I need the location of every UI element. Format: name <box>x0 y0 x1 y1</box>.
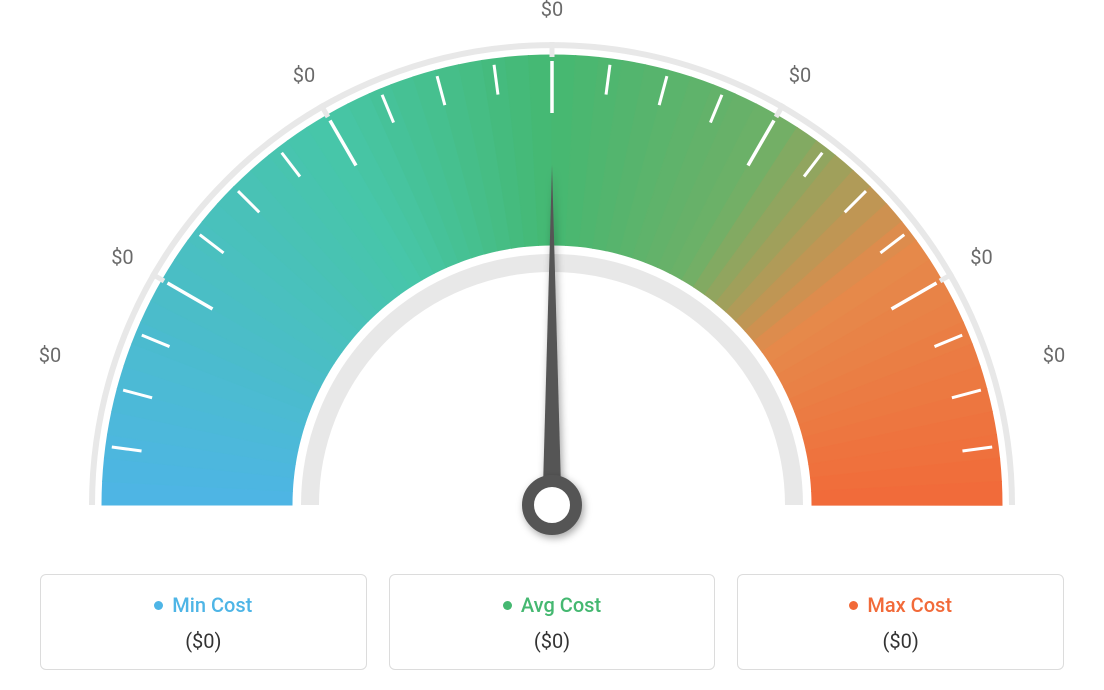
legend-value-avg: ($0) <box>534 629 570 653</box>
legend-title-max: Max Cost <box>849 593 952 617</box>
legend-value-min: ($0) <box>185 629 221 653</box>
dial-label: $0 <box>789 63 811 87</box>
dot-icon <box>503 601 512 610</box>
legend-card-avg: Avg Cost ($0) <box>389 574 716 670</box>
legend-card-max: Max Cost ($0) <box>737 574 1064 670</box>
gauge-svg <box>22 0 1082 560</box>
legend-label-avg: Avg Cost <box>521 593 601 617</box>
legend-row: Min Cost ($0) Avg Cost ($0) Max Cost ($0… <box>40 574 1064 670</box>
dial-label: $0 <box>541 0 563 21</box>
dial-label: $0 <box>39 343 61 367</box>
dot-icon <box>154 601 163 610</box>
legend-label-min: Min Cost <box>172 593 252 617</box>
legend-title-min: Min Cost <box>154 593 252 617</box>
dial-label: $0 <box>111 245 133 269</box>
dial-label: $0 <box>293 63 315 87</box>
dot-icon <box>849 601 858 610</box>
legend-title-avg: Avg Cost <box>503 593 601 617</box>
legend-value-max: ($0) <box>883 629 919 653</box>
legend-card-min: Min Cost ($0) <box>40 574 367 670</box>
legend-label-max: Max Cost <box>867 593 952 617</box>
dial-label: $0 <box>970 245 992 269</box>
dial-label: $0 <box>1043 343 1065 367</box>
gauge-chart: $0 $0 $0 $0 $0 $0 $0 <box>22 0 1082 560</box>
